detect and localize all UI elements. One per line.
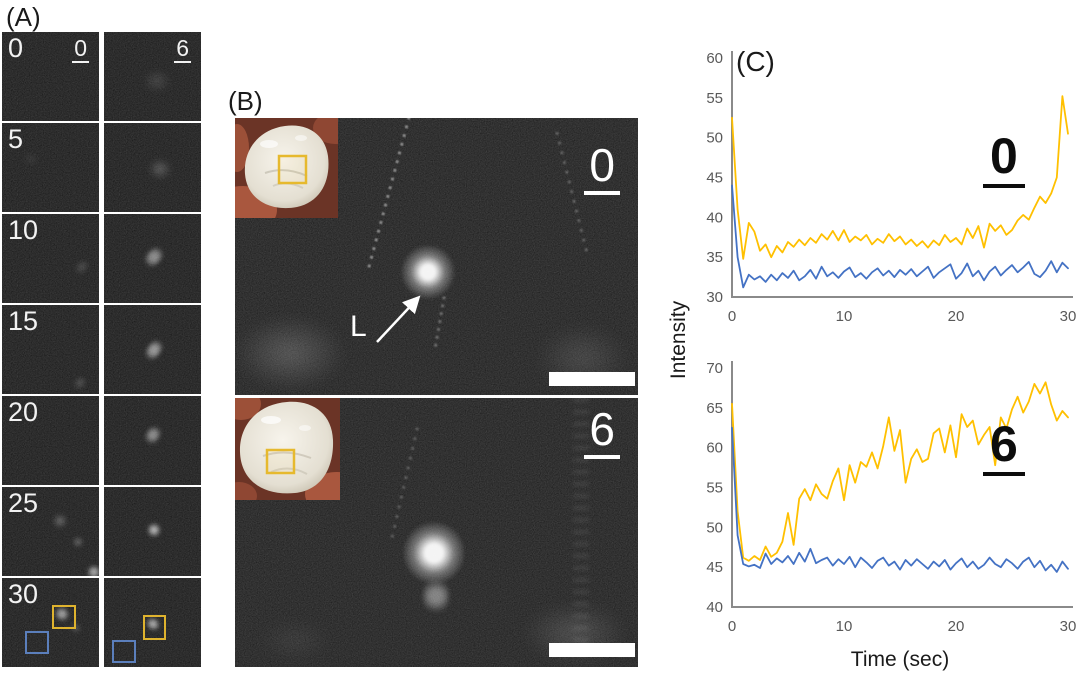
panel-a-label: (A): [6, 2, 41, 32]
panel-c-label: (C): [736, 46, 775, 77]
frame-tile: [104, 578, 201, 667]
svg-text:10: 10: [836, 308, 853, 325]
svg-text:65: 65: [706, 400, 723, 417]
roi-box-yellow: [52, 604, 76, 630]
svg-text:50: 50: [706, 130, 723, 147]
intensity-chart-followup: 40 45 50 55 60 65 70 0 10 20 30: [706, 360, 1077, 635]
bright-spot: [141, 242, 168, 271]
x-axis-title: Time (sec): [850, 648, 950, 671]
panel-b-image-followup: 6: [235, 398, 638, 667]
speckle-streak: [390, 427, 419, 540]
roi-box-blue: [111, 640, 137, 663]
bright-spot: [142, 72, 173, 89]
frame-tile: 20: [2, 396, 99, 485]
bright-spot: [141, 422, 164, 448]
bright-spot: [23, 153, 40, 164]
svg-text:60: 60: [706, 50, 723, 67]
svg-text:55: 55: [706, 90, 723, 107]
roi-box-blue: [25, 631, 49, 655]
panel-a-grid: 0 0 6 5 10 15 20 25 30: [2, 32, 201, 667]
panel-b-image-label: 0: [584, 142, 620, 195]
lesion-annotation: L: [350, 310, 367, 343]
frame-tile: 15: [2, 305, 99, 394]
lesion-arrow: [376, 295, 421, 343]
bright-spot: [54, 514, 67, 527]
svg-text:20: 20: [948, 308, 965, 325]
svg-text:60: 60: [706, 440, 723, 457]
frame-tile: [104, 123, 201, 212]
frame-tile: 25: [2, 487, 99, 576]
panel-b-image-baseline: L 0: [235, 118, 638, 395]
svg-text:70: 70: [706, 360, 723, 377]
svg-text:45: 45: [706, 170, 723, 187]
scale-bar: [549, 643, 635, 657]
svg-text:0: 0: [728, 308, 736, 325]
scale-bar: [549, 372, 635, 386]
frame-column-header: 6: [174, 36, 191, 64]
bright-spot: [149, 162, 172, 177]
frame-time-label: 25: [8, 488, 39, 518]
frame-tile: [104, 305, 201, 394]
tooth-photo-inset: [235, 398, 340, 500]
svg-text:20: 20: [948, 618, 965, 635]
panel-b-image-label: 6: [584, 406, 620, 459]
svg-text:0: 0: [728, 618, 736, 635]
bright-spot: [148, 522, 161, 537]
svg-text:30: 30: [706, 289, 723, 306]
bright-spot: [71, 256, 92, 278]
frame-tile: 5: [2, 123, 99, 212]
chart-label-baseline: 0: [983, 131, 1025, 188]
bright-spot: [71, 374, 89, 393]
svg-text:50: 50: [706, 519, 723, 536]
panel-b-label: (B): [228, 86, 263, 116]
frame-tile: 6: [104, 32, 201, 121]
svg-text:40: 40: [706, 209, 723, 226]
y-axis-title: Intensity: [667, 300, 690, 380]
frame-tile: [104, 214, 201, 303]
intensity-chart-baseline: 30 35 40 45 50 55 60 0 10 20 30: [706, 50, 1077, 325]
frame-tile: [104, 487, 201, 576]
svg-text:45: 45: [706, 559, 723, 576]
roi-box-yellow: [265, 448, 296, 475]
speckle-cloud: [245, 613, 345, 667]
frame-tile: 30: [2, 578, 99, 667]
frame-time-label: 10: [8, 215, 39, 245]
frame-time-label: 0: [8, 33, 24, 63]
chart-label-followup: 6: [983, 419, 1025, 476]
frame-time-label: 30: [8, 579, 39, 609]
svg-text:35: 35: [706, 249, 723, 266]
frame-time-label: 5: [8, 124, 24, 154]
frame-tile: [104, 396, 201, 485]
svg-text:30: 30: [1060, 618, 1077, 635]
frame-time-label: 20: [8, 397, 39, 427]
bright-spot: [87, 565, 99, 576]
svg-text:30: 30: [1060, 308, 1077, 325]
roi-box-yellow: [142, 615, 167, 640]
bright-spot: [72, 537, 83, 548]
frame-tile: 10: [2, 214, 99, 303]
frame-column-header: 0: [72, 36, 89, 64]
bright-spot: [142, 335, 167, 364]
svg-text:40: 40: [706, 599, 723, 616]
svg-text:55: 55: [706, 480, 723, 497]
lesion-spot-tail: [423, 576, 449, 616]
svg-text:10: 10: [836, 618, 853, 635]
frame-time-label: 15: [8, 306, 39, 336]
